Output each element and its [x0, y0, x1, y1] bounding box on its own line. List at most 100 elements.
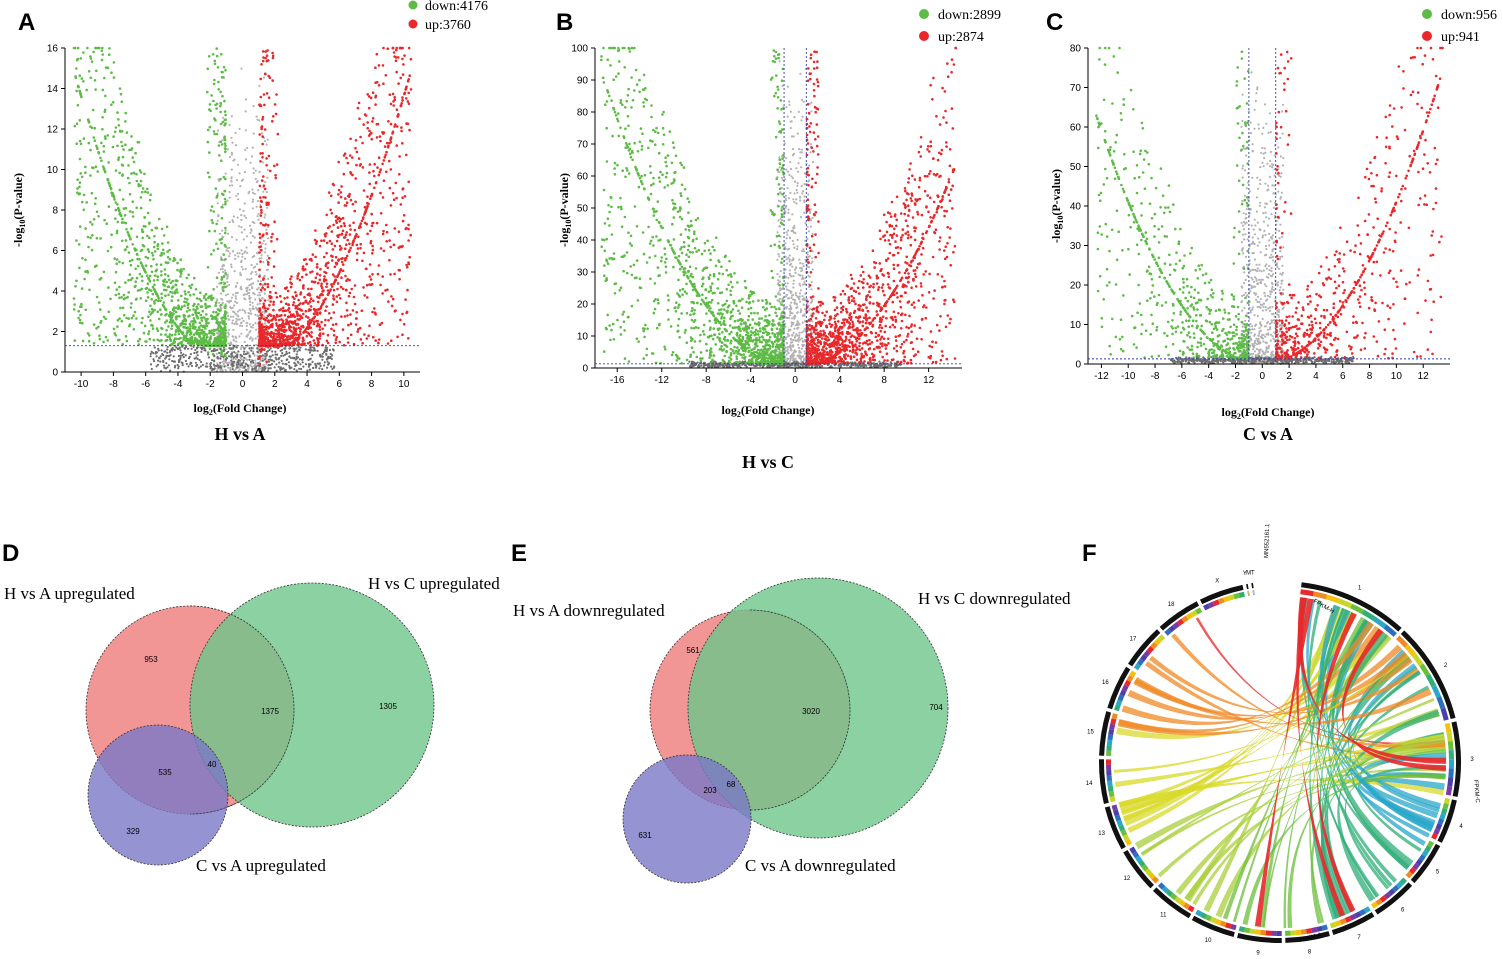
- ns-point: [786, 316, 789, 320]
- y-tick-label: 14: [47, 84, 59, 95]
- ns-point: [243, 257, 247, 260]
- ns-low-point: [242, 359, 245, 362]
- up-point: [278, 344, 282, 348]
- up-point: [279, 300, 283, 304]
- ns-low-point: [321, 355, 324, 358]
- up-point: [348, 278, 351, 282]
- up-point: [292, 333, 296, 336]
- up-point-edge: [373, 186, 376, 190]
- ns-low-point: [248, 358, 251, 361]
- down-point: [213, 78, 216, 82]
- down-point: [218, 330, 222, 333]
- ns-low-point: [266, 350, 269, 353]
- down-point-edge: [159, 299, 162, 303]
- down-point: [104, 317, 107, 321]
- up-point: [263, 128, 267, 131]
- up-point: [286, 296, 289, 299]
- down-point: [160, 292, 163, 296]
- down-point: [224, 113, 227, 117]
- up-point: [272, 300, 276, 304]
- ns-point: [240, 218, 243, 221]
- down-point: [216, 194, 219, 197]
- up-point: [332, 294, 335, 298]
- down-point: [206, 351, 210, 354]
- down-point: [96, 170, 99, 173]
- down-point: [219, 309, 222, 312]
- down-point: [102, 270, 106, 274]
- ns-low-point: [239, 353, 242, 356]
- ns-point: [251, 200, 254, 203]
- down-point: [156, 275, 160, 279]
- ns-point: [799, 338, 802, 341]
- down-point: [134, 151, 137, 155]
- down-point: [157, 296, 160, 300]
- up-point: [389, 273, 392, 276]
- up-point: [347, 323, 350, 327]
- down-point: [125, 339, 129, 343]
- ns-low-point: [319, 364, 322, 367]
- ns-point: [257, 369, 260, 372]
- down-point: [152, 338, 156, 342]
- down-point: [203, 340, 207, 344]
- up-point: [343, 224, 347, 228]
- up-point: [398, 173, 401, 176]
- down-point: [80, 302, 83, 306]
- down-point: [118, 87, 122, 90]
- up-point: [258, 329, 262, 332]
- ns-low-point: [183, 347, 187, 350]
- up-point: [271, 54, 275, 58]
- ns-point: [777, 279, 780, 282]
- down-point: [210, 298, 213, 302]
- up-point: [297, 272, 300, 275]
- down-point: [73, 46, 77, 50]
- up-point: [391, 92, 395, 96]
- up-point: [289, 320, 292, 323]
- up-point: [330, 327, 333, 331]
- ns-point: [798, 295, 801, 298]
- ns-low-point: [173, 366, 176, 369]
- ns-point: [803, 211, 806, 214]
- ns-point: [226, 281, 229, 284]
- ns-point: [266, 138, 269, 141]
- up-point: [278, 338, 282, 342]
- down-point: [149, 313, 152, 316]
- up-point: [315, 324, 319, 328]
- down-point: [224, 272, 227, 275]
- ns-low-point: [171, 348, 174, 351]
- ns-point: [232, 293, 235, 296]
- down-point: [159, 254, 162, 257]
- up-point: [373, 311, 377, 315]
- ns-point: [788, 100, 791, 103]
- down-point: [219, 303, 223, 307]
- ns-point: [787, 316, 791, 319]
- up-point: [340, 185, 343, 188]
- up-point: [332, 288, 336, 292]
- down-point: [137, 183, 140, 186]
- ns-point: [790, 290, 793, 293]
- down-point: [148, 337, 152, 341]
- ns-point: [245, 321, 248, 324]
- up-point: [333, 244, 337, 248]
- ns-point: [259, 359, 262, 362]
- down-point-edge: [189, 342, 193, 346]
- up-point: [377, 64, 381, 67]
- ns-point: [779, 269, 782, 273]
- ns-point: [253, 354, 256, 357]
- ns-low-point: [318, 367, 321, 370]
- up-point: [301, 265, 305, 268]
- down-point: [144, 190, 147, 193]
- ns-low-point: [290, 366, 293, 369]
- down-point: [178, 314, 181, 318]
- ns-point: [777, 291, 780, 294]
- ns-point: [226, 335, 229, 338]
- ns-point: [266, 254, 269, 257]
- ns-point: [234, 297, 237, 300]
- ns-low-point: [745, 365, 748, 368]
- down-point: [190, 283, 194, 287]
- up-point: [390, 295, 393, 298]
- ns-low-point: [238, 359, 241, 362]
- up-point: [258, 241, 262, 244]
- ns-low-point: [244, 369, 247, 372]
- up-point: [258, 322, 261, 326]
- ns-point: [256, 118, 259, 121]
